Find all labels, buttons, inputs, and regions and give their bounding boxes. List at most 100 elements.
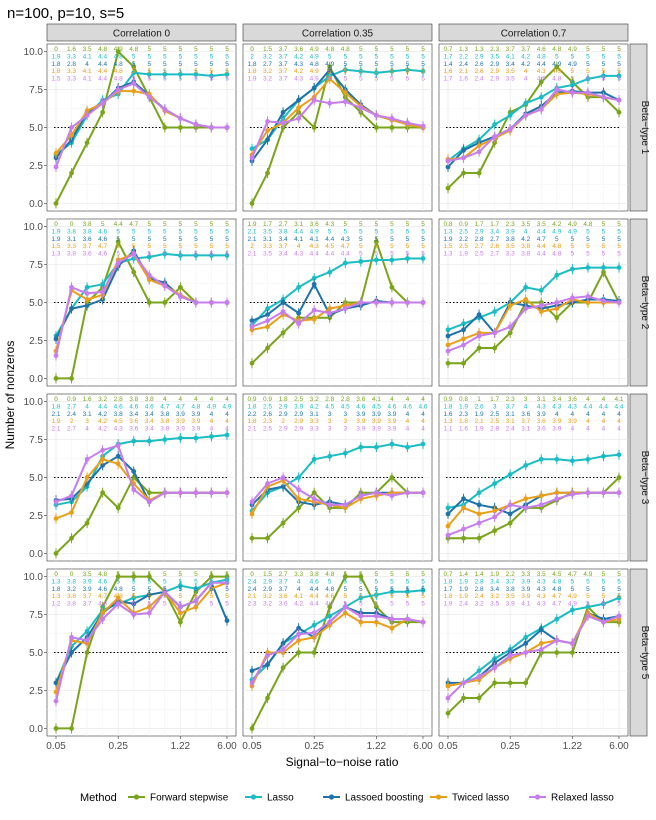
- annotation-label: 2.5: [490, 411, 499, 418]
- annotation-label: 5: [210, 571, 214, 578]
- data-point: [569, 650, 575, 655]
- annotation-label: 4.8: [583, 221, 592, 228]
- annotation-label: 4: [421, 411, 425, 418]
- annotation-label: 5: [225, 251, 229, 258]
- data-point: [476, 520, 482, 526]
- y-tick-label: 10.0: [24, 222, 44, 233]
- annotation-label: 1.7: [475, 221, 484, 228]
- data-point: [373, 125, 379, 130]
- data-point: [209, 490, 214, 496]
- annotation-label: 4.6: [356, 403, 365, 410]
- annotation-label: 1.9: [459, 593, 468, 600]
- annotation-label: 5: [163, 236, 167, 243]
- data-point: [342, 67, 348, 73]
- data-point: [585, 613, 591, 619]
- data-point: [405, 444, 410, 450]
- annotation-label: 5: [147, 578, 151, 585]
- annotation-label: 4.7: [176, 403, 185, 410]
- annotation-label: 1.9: [459, 578, 468, 585]
- annotation-label: 0: [250, 46, 254, 53]
- annotation-label: 5: [406, 68, 410, 75]
- annotation-label: 3: [343, 411, 347, 418]
- annotation-label: 5: [390, 243, 394, 250]
- data-point: [523, 505, 529, 511]
- annotation-label: 3.5: [490, 53, 499, 60]
- annotation-label: 5: [586, 236, 590, 243]
- data-point: [569, 458, 575, 464]
- annotation-label: 4: [586, 418, 590, 425]
- data-point: [280, 640, 286, 646]
- annotation-label: 3.6: [521, 411, 530, 418]
- annotation-label: 3.9: [83, 586, 92, 593]
- x-tick-label: 0.05: [438, 741, 458, 752]
- annotation-label: 4: [225, 411, 229, 418]
- annotation-label: 5: [421, 68, 425, 75]
- annotation-label: 3.9: [356, 426, 365, 433]
- data-point: [569, 82, 575, 88]
- annotation-label: 3.9: [568, 418, 577, 425]
- annotation-label: 4.4: [98, 61, 107, 68]
- annotation-label: 3.7: [506, 46, 515, 53]
- annotation-label: 4.6: [310, 578, 319, 585]
- annotation-label: 5: [375, 68, 379, 75]
- annotation-label: 5: [116, 228, 120, 235]
- annotation-label: 2.3: [247, 601, 256, 608]
- annotation-label: 1.5: [443, 243, 452, 250]
- annotation-label: 2.3: [490, 46, 499, 53]
- annotation-label: 5: [343, 228, 347, 235]
- data-point: [445, 158, 451, 164]
- data-point: [146, 272, 152, 278]
- data-point: [327, 502, 333, 508]
- data-point: [280, 484, 286, 490]
- data-point: [100, 462, 106, 468]
- annotation-label: 4.4: [310, 251, 319, 258]
- annotation-label: 3.8: [83, 221, 92, 228]
- annotation-label: 4.8: [114, 61, 123, 68]
- data-point: [445, 523, 451, 529]
- data-point: [296, 105, 302, 111]
- annotation-label: 5: [194, 221, 198, 228]
- annotation-label: 3.3: [67, 76, 76, 83]
- y-tick-label: 2.5: [29, 336, 43, 347]
- data-point: [84, 637, 90, 643]
- data-point: [280, 300, 286, 305]
- annotation-label: 5: [390, 236, 394, 243]
- data-point: [177, 284, 183, 290]
- annotation-label: 5: [375, 221, 379, 228]
- data-point: [249, 535, 255, 541]
- data-point: [146, 610, 152, 616]
- data-point: [373, 257, 379, 263]
- panel-r1-c0: 0 0 3.8 5 4.4 4.7 5 5 5 5 5 51.9 3.8 3.8 4.6 5 5 5 5 5 5 5 51.…: [46, 218, 237, 387]
- data-point: [84, 650, 90, 655]
- annotation-label: 5: [132, 236, 136, 243]
- annotation-label: 4: [194, 396, 198, 403]
- annotation-label: 4.7: [552, 601, 561, 608]
- annotation-label: 3.8: [67, 228, 76, 235]
- annotation-label: 2.4: [459, 601, 468, 608]
- data-point: [224, 432, 230, 438]
- annotation-label: 5: [602, 578, 606, 585]
- series-line: [251, 77, 424, 156]
- annotation-label: 3.7: [279, 243, 288, 250]
- data-point: [311, 85, 317, 91]
- data-point: [327, 100, 333, 106]
- annotation-label: 5: [194, 586, 198, 593]
- annotation-label: 3.8: [279, 228, 288, 235]
- annotation-label: 5: [343, 593, 347, 600]
- annotation-label: 2.7: [475, 243, 484, 250]
- data-point: [507, 303, 513, 308]
- annotation-label: 4: [225, 418, 229, 425]
- annotation-label: 2.4: [459, 61, 468, 68]
- annotation-label: 5: [359, 46, 363, 53]
- data-point: [445, 348, 451, 354]
- annotation-label: 3.9: [176, 426, 185, 433]
- annotation-label: 3.8: [67, 578, 76, 585]
- annotation-label: 4.9: [310, 46, 319, 53]
- data-point: [616, 265, 622, 270]
- annotation-label: 1.9: [51, 53, 60, 60]
- annotation-label: 1.9: [459, 403, 468, 410]
- annotation-label: 5: [179, 571, 183, 578]
- annotation-label: 3: [524, 396, 528, 403]
- series-line: [252, 476, 423, 540]
- annotation-label: 4.7: [537, 236, 546, 243]
